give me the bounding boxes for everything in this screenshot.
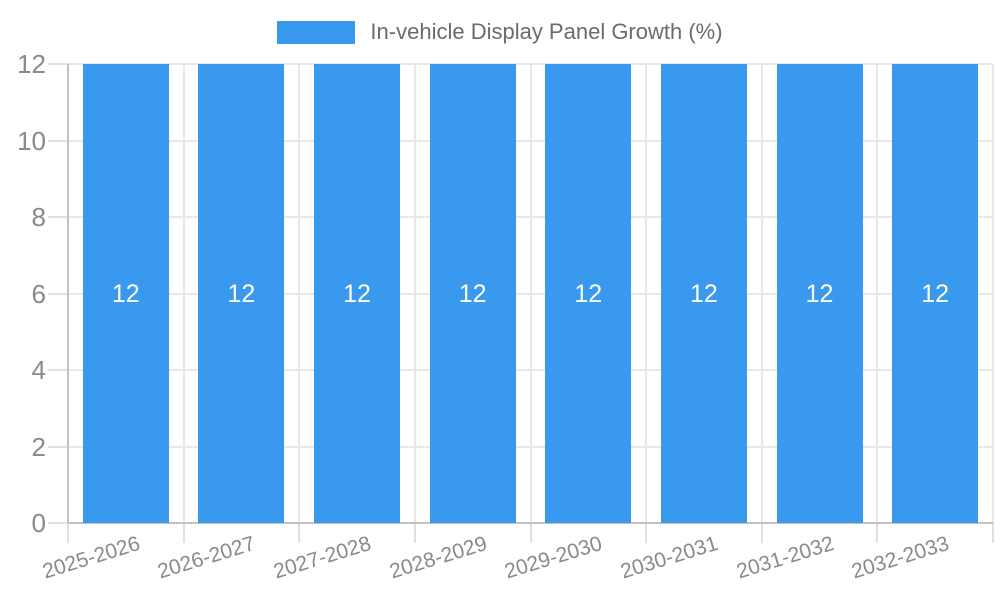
legend-swatch	[277, 20, 356, 44]
y-tick-label: 6	[31, 278, 46, 309]
bar[interactable]	[660, 64, 747, 523]
y-tick-label: 4	[31, 355, 46, 385]
x-gridline	[876, 64, 879, 523]
y-tick	[48, 139, 68, 142]
y-tick-label: 10	[17, 125, 46, 156]
x-tick	[413, 523, 416, 543]
bar[interactable]	[892, 64, 979, 523]
bar[interactable]	[198, 64, 285, 523]
x-axis-line	[68, 522, 993, 524]
x-gridline	[760, 64, 763, 523]
x-tick	[182, 523, 185, 543]
y-tick	[48, 216, 68, 218]
y-tick-label: 2	[31, 431, 46, 462]
bar[interactable]	[545, 64, 632, 523]
legend-item[interactable]: In-vehicle Display Panel Growth (%)	[0, 17, 1000, 47]
y-tick	[48, 522, 68, 524]
x-tick	[992, 523, 994, 543]
x-gridline	[645, 64, 648, 523]
y-tick	[48, 292, 68, 295]
x-gridline	[298, 64, 301, 523]
y-tick-label: 8	[31, 202, 46, 232]
legend-label: In-vehicle Display Panel Growth (%)	[370, 19, 723, 44]
y-tick	[48, 63, 68, 65]
x-gridline	[992, 64, 994, 523]
y-tick	[48, 445, 68, 448]
x-gridline	[529, 64, 532, 523]
bar[interactable]	[314, 64, 401, 523]
bar[interactable]	[776, 64, 863, 523]
bar[interactable]	[82, 64, 169, 523]
x-gridline	[182, 64, 185, 523]
y-axis-line	[67, 64, 69, 523]
y-tick-label: 12	[17, 49, 46, 79]
x-tick	[645, 523, 648, 543]
x-tick	[529, 523, 532, 543]
x-gridline	[413, 64, 416, 523]
x-tick	[67, 523, 69, 543]
y-tick-label: 0	[31, 508, 46, 538]
bar[interactable]	[429, 64, 516, 523]
x-tick	[298, 523, 301, 543]
y-tick	[48, 369, 68, 371]
x-tick	[876, 523, 879, 543]
x-tick	[760, 523, 763, 543]
